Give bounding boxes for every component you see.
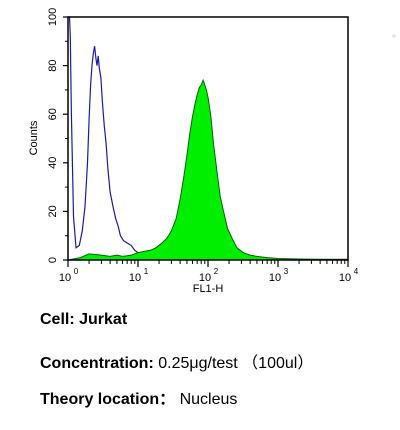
x-tick-label: 10: [269, 272, 281, 284]
concentration-value: 0.25μg/test （100ul）: [158, 355, 314, 372]
y-tick-label: 60: [47, 108, 59, 120]
y-tick-label: 40: [47, 157, 59, 169]
y-tick-label: 0: [47, 257, 59, 263]
y-tick-label: 80: [47, 59, 59, 71]
x-tick-exponent: 1: [144, 267, 149, 276]
x-tick-exponent: 4: [354, 267, 359, 276]
y-tick-label: 100: [47, 8, 59, 26]
x-tick-label: 10: [199, 272, 211, 284]
sample-histogram-series: [67, 78, 349, 261]
corner-dot: [392, 34, 396, 38]
x-tick-label: 10: [129, 272, 141, 284]
location-label: Theory location：: [40, 391, 176, 408]
x-tick-label: 10: [339, 272, 351, 284]
x-tick-exponent: 0: [74, 267, 79, 276]
cell-line: Cell: Jurkat: [40, 311, 127, 329]
x-tick-exponent: 3: [284, 267, 289, 276]
concentration-line: Concentration: 0.25μg/test （100ul）: [40, 349, 313, 373]
cell-label: Cell:: [40, 311, 75, 328]
x-tick-exponent: 2: [214, 267, 219, 276]
control-histogram-series: [68, 16, 193, 261]
location-line: Theory location： Nucleus: [40, 385, 237, 409]
plot-layer: [67, 16, 349, 261]
x-axis-label: FL1-H: [193, 283, 224, 295]
x-tick-label: 10: [59, 272, 71, 284]
cell-value: Jurkat: [79, 311, 128, 328]
y-axis-label: Counts: [28, 120, 40, 155]
y-tick-label: 20: [47, 205, 59, 217]
location-value: Nucleus: [179, 391, 238, 408]
concentration-label: Concentration:: [40, 355, 154, 372]
